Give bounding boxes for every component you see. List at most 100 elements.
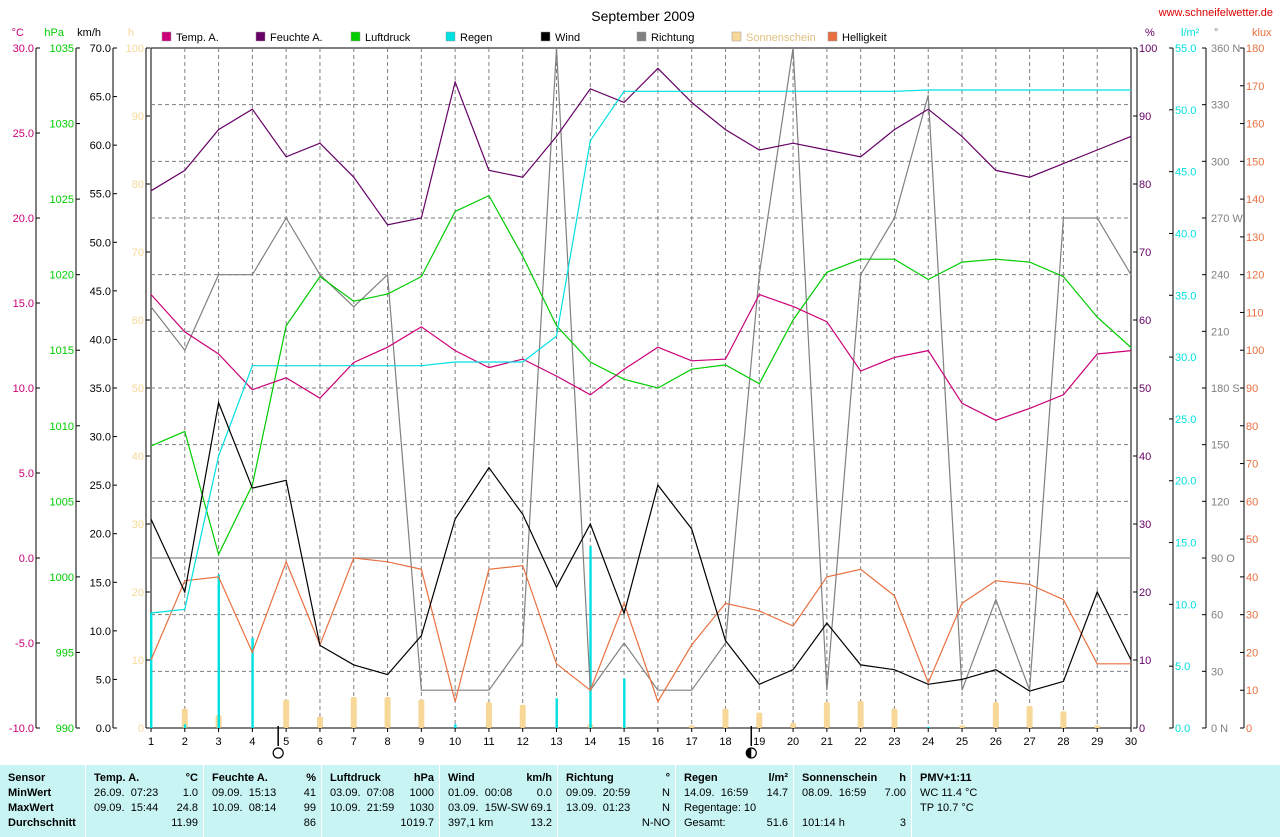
chart-title: September 2009 — [591, 8, 695, 24]
min-label: 26.09. 07:23 — [94, 787, 159, 799]
sunshine-bar — [959, 725, 966, 728]
rain-bar — [589, 546, 592, 728]
statistics-table: Sensor MinWert MaxWert Durchschnitt Temp. A.… — [0, 765, 1280, 837]
light-tick-label: 90 — [1246, 383, 1258, 395]
light-tick-label: 180 — [1246, 43, 1264, 55]
light-tick-label: 130 — [1246, 232, 1264, 244]
avg-label: 101:14 h — [802, 817, 845, 829]
sunshine-bar — [350, 696, 357, 728]
max-label: 09.09. 15:44 — [94, 802, 159, 814]
sunshine-bar — [485, 702, 492, 728]
wind-tick-label: 15.0 — [90, 577, 111, 589]
sun-tick-label: 90 — [132, 111, 144, 123]
wind-tick-label: 65.0 — [90, 92, 111, 104]
legend-swatch — [731, 31, 742, 42]
x-tick-label: 26 — [990, 736, 1002, 748]
column-header: Temp. A. — [94, 772, 140, 784]
max-label: 10.09. 21:59 — [330, 802, 395, 814]
direction-tick-label: 240 — [1211, 270, 1229, 282]
series-line-humidity — [150, 67, 1132, 226]
x-tick-label: 10 — [449, 736, 461, 748]
x-tick-label: 11 — [483, 736, 494, 748]
min-label: 14.09. 16:59 — [684, 787, 749, 799]
pressure-tick-label: 990 — [56, 723, 74, 735]
max-label: 10.09. 08:14 — [212, 802, 277, 814]
x-tick-label: 29 — [1091, 736, 1103, 748]
temp-tick-label: 25.0 — [13, 128, 34, 140]
column-header: Richtung — [566, 772, 614, 784]
sunshine-bar — [857, 700, 864, 728]
min-label: 08.09. 16:59 — [802, 787, 867, 799]
legend-swatch — [350, 31, 361, 42]
sun-tick-label: 50 — [132, 383, 144, 395]
table-separator — [557, 765, 558, 837]
new-moon-shade — [746, 748, 752, 758]
x-tick-label: 16 — [652, 736, 664, 748]
humidity-tick-label: 100 — [1139, 43, 1157, 55]
rain-bar — [183, 724, 187, 728]
humidity-axis-label: % — [1145, 27, 1155, 39]
column-unit: hPa — [413, 772, 434, 784]
row-header: Sensor — [8, 772, 46, 784]
column-header: Wind — [448, 772, 475, 784]
direction-tick-label: 180 S — [1211, 383, 1240, 395]
table-separator — [439, 765, 440, 837]
x-tick-label: 2 — [182, 736, 188, 748]
series-line-temp — [150, 293, 1132, 421]
wind-tick-label: 50.0 — [90, 237, 111, 249]
temp-tick-label: 15.0 — [13, 298, 34, 310]
legend-swatch — [636, 31, 647, 42]
sunshine-bar — [1094, 725, 1101, 728]
max-value: N — [662, 802, 670, 814]
x-tick-label: 24 — [922, 736, 934, 748]
pressure-axis-label: hPa — [44, 27, 64, 39]
wind-tick-label: 55.0 — [90, 189, 111, 201]
pressure-tick-label: 1030 — [50, 119, 74, 131]
direction-tick-label: 270 W — [1211, 213, 1243, 225]
light-tick-label: 40 — [1246, 572, 1258, 584]
rain-bar — [623, 678, 626, 728]
pressure-tick-label: 1005 — [50, 496, 74, 508]
series-line-light — [150, 557, 1131, 704]
weather-chart: 1 2 3 4 5 6 7 8 9 10 11 12 13 14 15 16 17 18 19 20 21 22 23 24 2… — [9, 7, 1273, 759]
rain-tick-label: 50.0 — [1175, 105, 1196, 117]
legend-label: Temp. A. — [176, 32, 219, 44]
legend-swatch — [827, 31, 838, 42]
wind-tick-label: 40.0 — [90, 334, 111, 346]
legend-swatch — [161, 31, 172, 42]
wind-tick-label: 10.0 — [90, 626, 111, 638]
legend-label: Regen — [460, 32, 492, 44]
wind-tick-label: 5.0 — [96, 674, 111, 686]
min-value: 1000 — [409, 787, 434, 799]
min-value: 41 — [303, 787, 316, 799]
light-tick-label: 0 — [1246, 723, 1252, 735]
x-tick-label: 18 — [719, 736, 731, 748]
sun-tick-label: 70 — [132, 247, 144, 259]
rain-bar — [454, 724, 457, 728]
column-header: Luftdruck — [330, 772, 381, 784]
sunshine-bar — [384, 696, 391, 728]
sun-tick-label: 60 — [132, 315, 144, 327]
humidity-tick-label: 20 — [1139, 587, 1151, 599]
sunshine-bar — [992, 702, 999, 728]
pressure-tick-label: 1025 — [50, 194, 74, 206]
light-tick-label: 10 — [1246, 685, 1258, 697]
pmv-wc: WC 11.4 °C — [920, 787, 978, 799]
column-header: Regen — [684, 772, 718, 784]
legend-label: Luftdruck — [365, 32, 411, 44]
x-tick-label: 21 — [821, 736, 833, 748]
x-tick-label: 25 — [956, 736, 968, 748]
x-tick-label: 8 — [384, 736, 390, 748]
table-separator — [85, 765, 86, 837]
pressure-tick-label: 1010 — [50, 421, 74, 433]
column-unit: l/m² — [768, 772, 788, 784]
humidity-tick-label: 60 — [1139, 315, 1151, 327]
row-header: Durchschnitt — [8, 817, 76, 829]
series-line-wind — [150, 400, 1132, 692]
sunshine-bar — [181, 708, 188, 728]
rain-bar — [150, 613, 153, 728]
rain-tick-label: 10.0 — [1175, 599, 1196, 611]
min-value: 0.0 — [536, 787, 552, 799]
site-link[interactable]: www.schneifelwetter.de — [1158, 7, 1273, 19]
direction-tick-label: 0 N — [1211, 723, 1228, 735]
